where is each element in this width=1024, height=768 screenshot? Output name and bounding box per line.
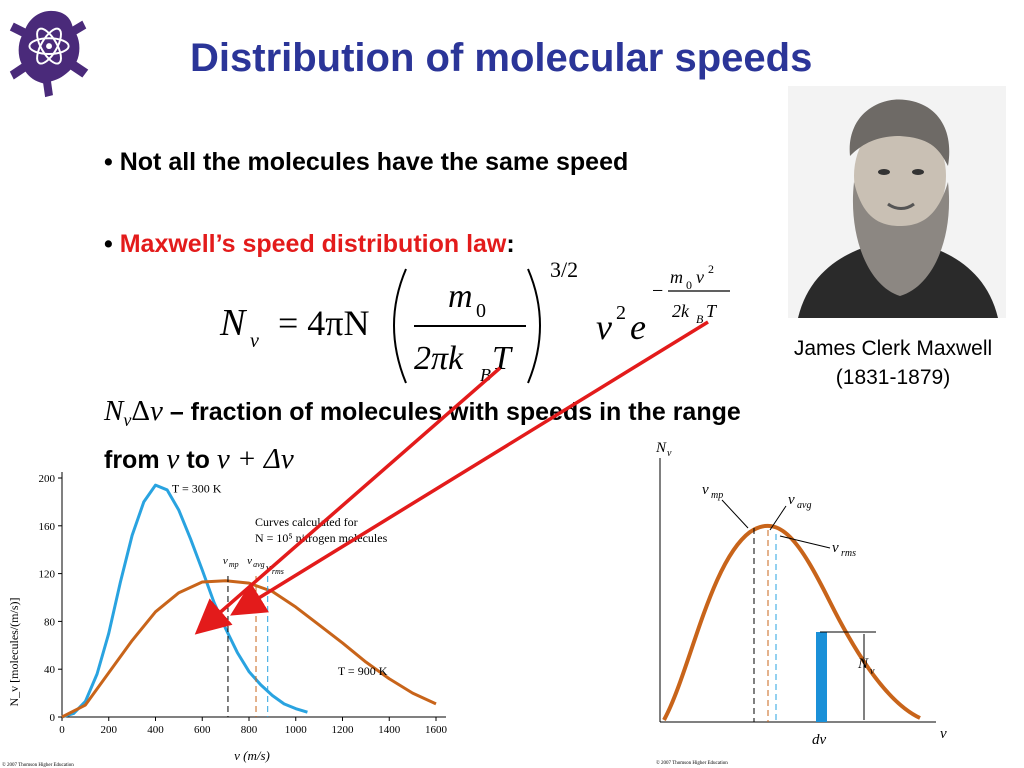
bullet-marker: • [104,230,113,258]
marker-label-avg: v [247,555,252,567]
bullet-1-text: Not all the molecules have the same spee… [119,148,629,176]
annotation-line-2: N = 10⁵ nitrogen molecules [255,531,388,545]
caption-name: James Clerk Maxwell [793,337,993,360]
exp-den-t: T [706,301,718,321]
marker-label-mp: v [223,555,228,567]
right-paren [527,268,541,384]
speed-distribution-chart: 0 200 400 600 800 1000 1200 1400 1600 0 40 80 120 160… [2,472,448,768]
maxwell-formula: N v = 4πN m 0 2πk B T 3/2 v 2 e − m 0 v … [219,257,730,385]
sym-delta: Δ [131,395,150,427]
credit-right: © 2007 Thomson Higher Education [656,760,728,766]
right-xlabel: v [940,726,947,742]
right-vavg-label: v [788,492,795,508]
formula-num: m [448,278,473,315]
annotation-line-1: Curves calculated for [255,515,358,529]
caption-years: (1831-1879) [835,366,951,389]
sym-n: N [104,395,124,427]
right-vmp-pointer [721,499,749,529]
x-tick-label: 1600 [425,724,448,736]
series-label: T = 300 K [172,481,222,495]
bullet-1: • Not all the molecules have the same sp… [104,148,628,177]
formula-den-t: T [492,340,513,377]
portrait-caption: James Clerk Maxwell (1831-1879) [762,334,1024,392]
formula-den: 2πk [414,340,464,377]
x-tick-label: 1000 [285,724,308,736]
marker-sub-avg: avg [253,560,265,569]
marker-sub-mp: mp [229,560,239,569]
y-tick-label: 200 [39,473,56,485]
right-ylabel-sub: v [667,448,672,459]
marker-sub-rms: rms [272,567,284,576]
x-tick-label: 1400 [378,724,401,736]
left-paren [393,268,407,384]
x-tick-label: 800 [241,724,258,736]
slide-title: Distribution of molecular speeds [190,36,813,80]
bar-height-label-sub: v [870,666,875,677]
formula-v: v [596,307,612,347]
exp-num-v: v [696,267,704,287]
x-tick-label: 1200 [332,724,355,736]
formula-v-sup: 2 [616,302,626,324]
formula-num-sub: 0 [476,300,486,322]
bar-height-label: N [857,656,869,672]
frog-atom-logo-icon [9,10,89,98]
right-vmp-sub: mp [711,490,723,501]
exp-den-sub: B [696,312,704,326]
exp-minus: − [652,280,663,302]
y-tick-label: 0 [50,712,56,724]
credit-left: © 2007 Thomson Higher Education [2,762,74,768]
x-axis-label: v (m/s) [234,748,270,763]
schematic-distribution-chart: N v v N v dv v mp v avg v rms © 2007 Tho… [655,440,947,766]
right-vrms-sub: rms [841,548,856,559]
right-vavg-pointer [769,505,787,531]
dv-label: dv [812,732,827,748]
bearded-man-portrait-icon [788,86,1006,318]
right-vavg-sub: avg [797,500,811,511]
x-tick-label: 600 [194,724,211,736]
x-tick-label: 200 [101,724,118,736]
series-900k-line [61,579,437,719]
maxwell-law-label: Maxwell’s speed distribution law [119,230,507,258]
formula-lhs-sub: v [250,330,259,352]
bullet-marker: • [104,148,113,176]
sym-v: v [150,395,163,427]
exp-den: 2k [672,301,690,321]
series-300k-line [61,483,308,719]
exp-num-sup: 2 [708,262,714,276]
colon: : [506,230,515,258]
right-vmp-label: v [702,482,709,498]
fraction-description: – fraction of molecules with speeds in t… [162,398,741,426]
fraction-line-1: NvΔv – fraction of molecules with speeds… [104,395,741,431]
series-label: T = 900 K [338,664,388,678]
right-vrms-pointer [779,535,831,549]
formula-den-sub: B [480,365,491,385]
formula-power: 3/2 [550,257,578,282]
formula-lhs: N [219,302,248,344]
exp-num-sub: 0 [686,278,692,292]
y-tick-label: 120 [39,569,56,581]
y-axis-label: N_v [molecules/(m/s)] [7,598,21,707]
y-tick-label: 40 [44,664,56,676]
formula-e: e [630,307,646,347]
dv-bar [816,632,827,722]
y-tick-label: 80 [44,616,56,628]
x-tick-label: 400 [147,724,164,736]
right-vrms-label: v [832,540,839,556]
sym-n-sub: v [123,410,132,430]
right-curve [662,524,921,721]
from-word: from [104,446,167,474]
bullet-2: • Maxwell’s speed distribution law: [104,230,515,259]
y-tick-label: 160 [39,521,56,533]
exp-num: m [670,267,683,287]
formula-eq: = 4πN [278,303,369,343]
from-v: v [166,443,180,475]
right-ylabel: N [655,440,667,456]
marker-label-rms: v [266,562,271,574]
x-tick-label: 0 [59,724,65,736]
